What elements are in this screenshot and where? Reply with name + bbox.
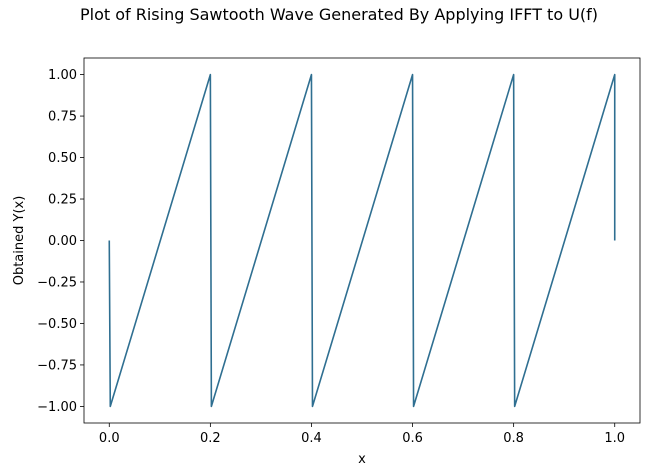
series-line	[108, 73, 616, 408]
y-tick-label: −1.00	[37, 400, 77, 415]
y-axis: −1.00 −0.75 −0.50 −0.25 0.00 0.25 0.50 0.75 1.00	[37, 68, 84, 415]
y-axis-label: Obtained Y(x)	[12, 196, 27, 286]
y-tick-label: 0.75	[48, 110, 77, 125]
y-tick-label: −0.25	[37, 275, 77, 290]
x-tick-label: 1.0	[604, 431, 625, 446]
y-tick-label: 1.00	[48, 68, 77, 83]
x-tick-label: 0.8	[503, 431, 524, 446]
x-tick-label: 0.6	[402, 431, 423, 446]
x-tick-label: 0.4	[301, 431, 322, 446]
y-tick-label: 0.50	[48, 151, 77, 166]
y-tick-label: 0.25	[48, 193, 77, 208]
y-tick-label: −0.50	[37, 317, 77, 332]
chart-title: Plot of Rising Sawtooth Wave Generated B…	[80, 5, 598, 24]
x-tick-label: 0.2	[200, 431, 221, 446]
x-tick-label: 0.0	[99, 431, 120, 446]
x-axis-label: x	[358, 452, 366, 467]
y-tick-label: 0.00	[48, 234, 77, 249]
y-tick-label: −0.75	[37, 358, 77, 373]
series-layer	[108, 73, 616, 408]
x-axis: 0.0 0.2 0.4 0.6 0.8 1.0	[99, 423, 625, 446]
